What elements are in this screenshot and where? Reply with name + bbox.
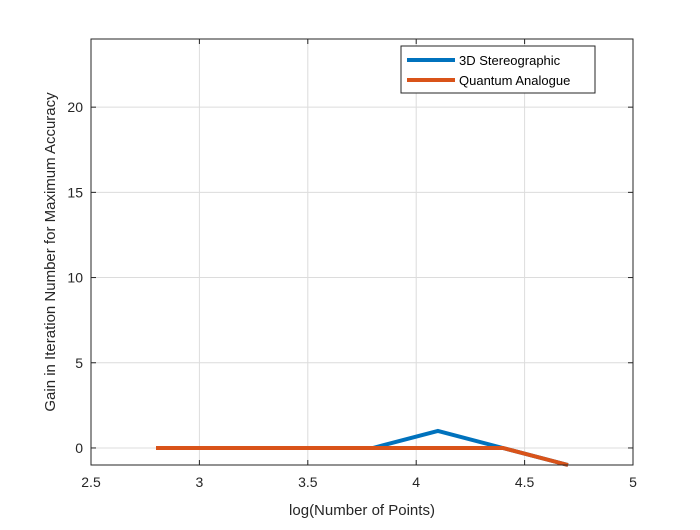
series-lines: [156, 428, 569, 467]
x-axis-label: log(Number of Points): [289, 502, 435, 519]
y-tick-label: 5: [75, 355, 83, 371]
x-tick-label: 4.5: [515, 474, 535, 490]
x-tick-label: 3: [196, 474, 204, 490]
legend-label: Quantum Analogue: [459, 73, 570, 88]
legend-box: [400, 45, 596, 94]
legend: 3D Stereographic Quantum Analogue: [400, 45, 596, 94]
x-tick-label: 3.5: [298, 474, 318, 490]
y-axis-label: Gain in Iteration Number for Maximum Acc…: [42, 92, 59, 412]
series-line-2: [156, 446, 569, 467]
x-tick-label: 4: [412, 474, 420, 490]
y-tick-label: 0: [75, 440, 83, 456]
grid-lines: [90, 39, 634, 465]
y-tick-label: 15: [67, 184, 83, 200]
axes-frame: [90, 38, 634, 466]
legend-label: 3D Stereographic: [459, 53, 561, 68]
x-tick-label: 5: [629, 474, 637, 490]
x-tick-label: 2.5: [81, 474, 101, 490]
y-tick-label: 10: [67, 270, 83, 286]
y-tick-label: 20: [67, 99, 83, 115]
axis-ticks: 2.5 3 3.5 4 4.5 5 0 5 10 15 20: [67, 39, 637, 490]
